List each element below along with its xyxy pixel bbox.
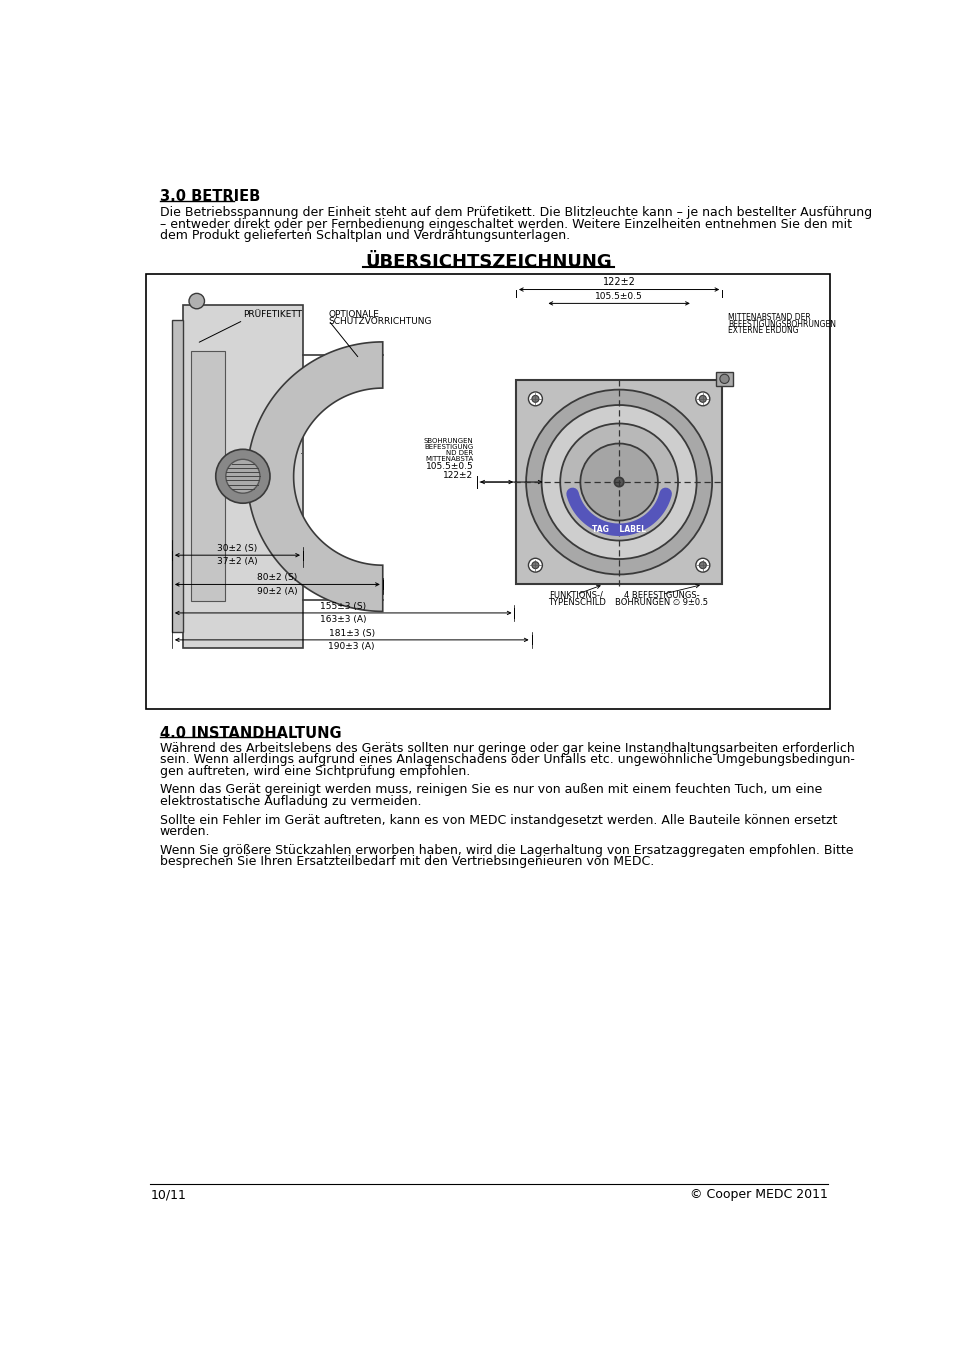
Text: 122±2: 122±2 (443, 471, 473, 481)
Text: dem Produkt gelieferten Schaltplan und Verdrahtungsunterlagen.: dem Produkt gelieferten Schaltplan und V… (159, 229, 569, 242)
Circle shape (525, 390, 711, 574)
Text: sein. Wenn allerdings aufgrund eines Anlagenschadens oder Unfalls etc. ungewöhnl: sein. Wenn allerdings aufgrund eines Anl… (159, 753, 854, 766)
Text: Wenn das Gerät gereinigt werden muss, reinigen Sie es nur von außen mit einem fe: Wenn das Gerät gereinigt werden muss, re… (159, 784, 821, 796)
Text: – entweder direkt oder per Fernbedienung eingeschaltet werden. Weitere Einzelhei: – entweder direkt oder per Fernbedienung… (159, 218, 851, 230)
Text: 10/11: 10/11 (150, 1187, 186, 1201)
Circle shape (720, 374, 728, 383)
Text: Wenn Sie größere Stückzahlen erworben haben, wird die Lagerhaltung von Ersatzagg: Wenn Sie größere Stückzahlen erworben ha… (159, 844, 852, 857)
Circle shape (579, 444, 658, 520)
Bar (191, 351, 225, 601)
Text: BOHRUNGEN ∅ 9±0.5: BOHRUNGEN ∅ 9±0.5 (615, 598, 707, 608)
Bar (172, 321, 183, 632)
Text: Während des Arbeitslebens des Geräts sollten nur geringe oder gar keine Instandh: Während des Arbeitslebens des Geräts sol… (159, 742, 853, 754)
Circle shape (695, 558, 709, 573)
Circle shape (226, 459, 259, 493)
Text: 3.0 BETRIEB: 3.0 BETRIEB (159, 190, 259, 204)
Text: OPTIONALE: OPTIONALE (328, 310, 379, 318)
Circle shape (215, 450, 270, 504)
Text: 163±3 (A): 163±3 (A) (319, 615, 366, 624)
Text: 37±2 (A): 37±2 (A) (217, 558, 257, 566)
Circle shape (528, 391, 542, 406)
Text: 105.5±0.5: 105.5±0.5 (425, 462, 473, 471)
Text: 181±3 (S): 181±3 (S) (329, 628, 375, 638)
Bar (516, 379, 721, 585)
Text: TAG    LABEL: TAG LABEL (592, 525, 645, 535)
Text: MITTENABSTAND DER: MITTENABSTAND DER (728, 313, 810, 322)
Text: 30±2 (S): 30±2 (S) (217, 544, 257, 552)
Text: © Cooper MEDC 2011: © Cooper MEDC 2011 (689, 1187, 827, 1201)
Text: 4 BEFESTIGUNGS-: 4 BEFESTIGUNGS- (623, 590, 699, 600)
Text: 122±2: 122±2 (602, 278, 635, 287)
Text: 155±3 (S): 155±3 (S) (320, 601, 366, 611)
Text: TYPENSCHILD: TYPENSCHILD (547, 598, 605, 608)
Text: gen auftreten, wird eine Sichtprüfung empfohlen.: gen auftreten, wird eine Sichtprüfung em… (159, 765, 469, 779)
Bar (146, 274, 829, 709)
Polygon shape (247, 343, 382, 612)
Text: EXTERNE ERDUNG: EXTERNE ERDUNG (728, 326, 799, 336)
Text: SCHUTZVORRICHTUNG: SCHUTZVORRICHTUNG (328, 317, 432, 326)
Text: werden.: werden. (159, 826, 210, 838)
Circle shape (699, 395, 705, 402)
Text: 80±2 (S): 80±2 (S) (257, 573, 297, 582)
Text: elektrostatische Aufladung zu vermeiden.: elektrostatische Aufladung zu vermeiden. (159, 795, 420, 808)
Text: BEFESTIGUNG: BEFESTIGUNG (424, 444, 473, 450)
Circle shape (695, 391, 709, 406)
Text: BEFESTIGUNGSBOHRUNGEN: BEFESTIGUNGSBOHRUNGEN (728, 320, 836, 329)
Text: 105.5±0.5: 105.5±0.5 (595, 292, 642, 301)
Text: FUNKTIONS-/: FUNKTIONS-/ (549, 590, 603, 600)
Text: 190±3 (A): 190±3 (A) (328, 642, 375, 651)
Text: Sollte ein Fehler im Gerät auftreten, kann es von MEDC instandgesetzt werden. Al: Sollte ein Fehler im Gerät auftreten, ka… (159, 814, 836, 826)
Text: besprechen Sie Ihren Ersatzteilbedarf mit den Vertriebsingenieuren von MEDC.: besprechen Sie Ihren Ersatzteilbedarf mi… (159, 856, 653, 868)
Text: ND DER: ND DER (446, 450, 473, 456)
Bar (183, 305, 303, 647)
Circle shape (189, 294, 204, 309)
Text: 4.0 INSTANDHALTUNG: 4.0 INSTANDHALTUNG (159, 726, 341, 741)
Text: MITTENABSTA: MITTENABSTA (425, 456, 473, 462)
Text: SBOHRUNGEN: SBOHRUNGEN (423, 437, 473, 444)
Circle shape (528, 558, 542, 573)
Circle shape (532, 562, 538, 569)
Text: ÜBERSICHTSZEICHNUNG: ÜBERSICHTSZEICHNUNG (365, 253, 612, 271)
Circle shape (699, 562, 705, 569)
Circle shape (559, 424, 678, 540)
Circle shape (614, 478, 623, 486)
Circle shape (532, 395, 538, 402)
Bar (716, 372, 732, 386)
Circle shape (541, 405, 696, 559)
Text: 90±2 (A): 90±2 (A) (256, 586, 297, 596)
Text: Die Betriebsspannung der Einheit steht auf dem Prüfetikett. Die Blitzleuchte kan: Die Betriebsspannung der Einheit steht a… (159, 206, 871, 218)
Text: PRÜFETIKETT: PRÜFETIKETT (243, 310, 302, 318)
